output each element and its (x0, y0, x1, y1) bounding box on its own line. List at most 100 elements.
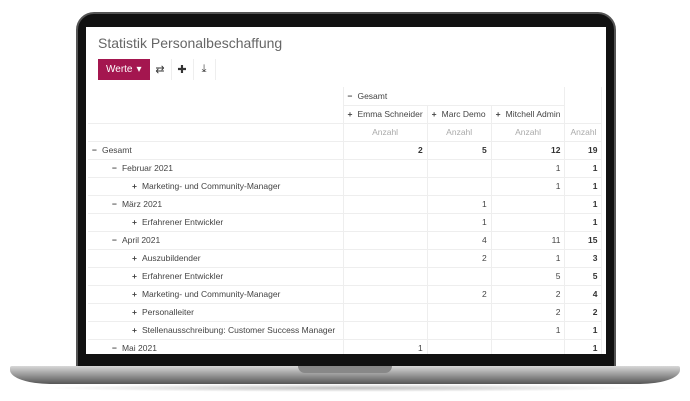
col-header-person[interactable]: + Emma Schneider (343, 105, 428, 124)
table-row: + Personalleiter 2 2 (88, 303, 603, 322)
col-header-person[interactable]: + Marc Demo (427, 105, 492, 124)
total-cell[interactable]: 2 (564, 303, 603, 322)
total-cell[interactable]: 5 (564, 267, 603, 286)
row-label: Erfahrener Entwickler (141, 217, 224, 227)
col-header-gesamt[interactable]: − Gesamt (343, 87, 566, 106)
row-header[interactable]: + Stellenausschreibung: Customer Success … (88, 321, 344, 340)
value-cell[interactable] (343, 159, 428, 178)
measure-header[interactable]: Anzahl (491, 123, 566, 142)
value-cell[interactable] (427, 303, 492, 322)
corner-cell (88, 87, 344, 124)
col-label: Mitchell Admin (505, 109, 561, 119)
value-cell[interactable]: 1 (491, 321, 566, 340)
value-cell[interactable] (343, 231, 428, 250)
expand-all-icon[interactable]: ✚ (172, 59, 194, 80)
table-row: + Erfahrener Entwickler 5 5 (88, 267, 603, 286)
value-cell[interactable]: 1 (491, 159, 566, 178)
value-cell[interactable] (343, 321, 428, 340)
value-cell[interactable]: 1 (491, 177, 566, 196)
value-cell[interactable]: 11 (491, 231, 566, 250)
download-icon[interactable]: ⤓ (194, 59, 216, 80)
row-header[interactable]: − März 2021 (88, 195, 344, 214)
plus-icon: + (132, 253, 137, 263)
value-cell[interactable]: 1 (491, 249, 566, 268)
value-cell[interactable]: 2 (491, 285, 566, 304)
value-cell[interactable]: 2 (491, 303, 566, 322)
row-header[interactable]: + Erfahrener Entwickler (88, 213, 344, 232)
plus-icon: + (132, 289, 137, 299)
col-header-person[interactable]: + Mitchell Admin (491, 105, 566, 124)
value-cell[interactable]: 1 (343, 339, 428, 354)
table-row: − April 2021 4 11 15 (88, 231, 603, 250)
minus-icon: − (112, 163, 117, 173)
value-cell[interactable] (343, 195, 428, 214)
measure-header[interactable]: Anzahl (427, 123, 492, 142)
value-cell[interactable] (491, 195, 566, 214)
value-cell[interactable]: 2 (427, 249, 492, 268)
row-label: Gesamt (101, 145, 132, 155)
value-cell[interactable] (343, 267, 428, 286)
total-cell[interactable]: 15 (564, 231, 603, 250)
value-cell[interactable] (491, 213, 566, 232)
measures-label: Werte (106, 64, 133, 75)
value-cell[interactable] (427, 339, 492, 354)
table-row: + Auszubildender 2 1 3 (88, 249, 603, 268)
value-cell[interactable] (427, 159, 492, 178)
value-cell[interactable]: 2 (427, 285, 492, 304)
total-cell[interactable]: 4 (564, 285, 603, 304)
value-cell[interactable] (343, 213, 428, 232)
value-cell[interactable]: 1 (427, 213, 492, 232)
row-header[interactable]: − Gesamt (88, 141, 344, 160)
value-cell[interactable]: 4 (427, 231, 492, 250)
total-cell[interactable]: 1 (564, 159, 603, 178)
value-cell[interactable]: 2 (343, 141, 428, 160)
row-header[interactable]: − Februar 2021 (88, 159, 344, 178)
row-label: Erfahrener Entwickler (141, 271, 224, 281)
total-cell[interactable]: 1 (564, 213, 603, 232)
total-cell[interactable]: 1 (564, 339, 603, 354)
value-cell[interactable] (427, 177, 492, 196)
screen: Statistik Personalbeschaffung Werte ▾ ⇄ ✚… (86, 27, 606, 354)
value-cell[interactable] (343, 303, 428, 322)
pivot-table: − Gesamt + Emma Schneider + Marc Demo + Mitc… (88, 87, 603, 354)
row-header[interactable]: − April 2021 (88, 231, 344, 250)
total-cell[interactable]: 1 (564, 321, 603, 340)
value-cell[interactable] (343, 249, 428, 268)
page-title: Statistik Personalbeschaffung (98, 35, 283, 51)
measure-corner (88, 123, 344, 142)
value-cell[interactable]: 1 (427, 195, 492, 214)
value-cell[interactable]: 5 (491, 267, 566, 286)
row-header[interactable]: + Marketing- und Community-Manager (88, 285, 344, 304)
measure-header[interactable]: Anzahl (343, 123, 428, 142)
minus-icon: − (347, 90, 353, 101)
total-cell[interactable]: 3 (564, 249, 603, 268)
value-cell[interactable]: 12 (491, 141, 566, 160)
row-label: Stellenausschreibung: Customer Success M… (141, 325, 336, 335)
total-cell[interactable]: 1 (564, 177, 603, 196)
minus-icon: − (112, 199, 117, 209)
table-row: + Marketing- und Community-Manager 1 1 (88, 177, 603, 196)
value-cell[interactable] (343, 177, 428, 196)
table-row: + Marketing- und Community-Manager 2 2 4 (88, 285, 603, 304)
value-cell[interactable] (427, 321, 492, 340)
total-cell[interactable]: 1 (564, 195, 603, 214)
col-group-label: Gesamt (357, 90, 388, 101)
measure-header[interactable]: Anzahl (564, 123, 603, 142)
caret-down-icon: ▾ (136, 64, 142, 75)
row-header[interactable]: − Mai 2021 (88, 339, 344, 354)
measures-dropdown-button[interactable]: Werte ▾ (98, 59, 150, 80)
row-header[interactable]: + Personalleiter (88, 303, 344, 322)
minus-icon: − (112, 343, 117, 353)
row-header[interactable]: + Erfahrener Entwickler (88, 267, 344, 286)
laptop-notch (298, 366, 392, 373)
value-cell[interactable] (427, 267, 492, 286)
value-cell[interactable]: 5 (427, 141, 492, 160)
row-label: März 2021 (121, 199, 163, 209)
total-cell[interactable]: 19 (564, 141, 603, 160)
row-header[interactable]: + Marketing- und Community-Manager (88, 177, 344, 196)
plus-icon: + (347, 109, 353, 119)
flip-axis-icon[interactable]: ⇄ (150, 59, 172, 80)
value-cell[interactable] (491, 339, 566, 354)
row-header[interactable]: + Auszubildender (88, 249, 344, 268)
value-cell[interactable] (343, 285, 428, 304)
